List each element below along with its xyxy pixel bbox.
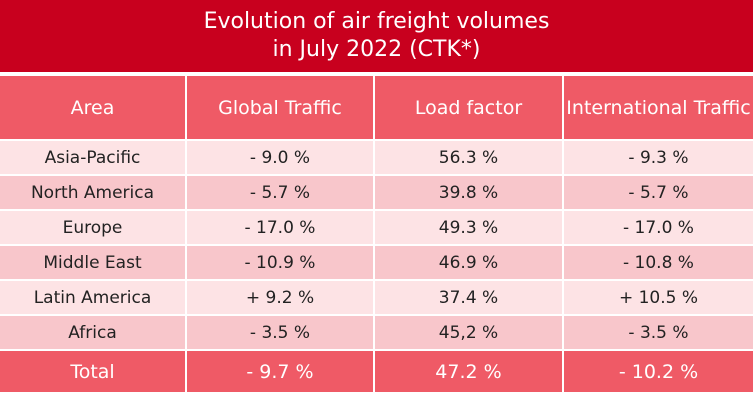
air-freight-table: Area Global Traffic Load factor Internat… [0,76,753,394]
cell-area: Asia-Pacific [0,141,187,176]
header-global-traffic: Global Traffic [187,76,375,141]
table-row: Asia-Pacific - 9.0 % 56.3 % - 9.3 % [0,141,753,176]
total-global-traffic: - 9.7 % [187,351,375,394]
cell-international-traffic: - 10.8 % [564,246,753,281]
header-load-factor: Load factor [375,76,564,141]
total-load-factor: 47.2 % [375,351,564,394]
cell-global-traffic: - 5.7 % [187,176,375,211]
cell-international-traffic: - 17.0 % [564,211,753,246]
cell-global-traffic: - 10.9 % [187,246,375,281]
total-international-traffic: - 10.2 % [564,351,753,394]
table-row: Middle East - 10.9 % 46.9 % - 10.8 % [0,246,753,281]
title-line-2: in July 2022 (CTK*) [272,37,481,62]
table-row: Latin America + 9.2 % 37.4 % + 10.5 % [0,281,753,316]
cell-load-factor: 46.9 % [375,246,564,281]
cell-load-factor: 45,2 % [375,316,564,351]
cell-area: Middle East [0,246,187,281]
cell-global-traffic: + 9.2 % [187,281,375,316]
cell-load-factor: 37.4 % [375,281,564,316]
cell-international-traffic: - 5.7 % [564,176,753,211]
table-row: Europe - 17.0 % 49.3 % - 17.0 % [0,211,753,246]
cell-load-factor: 56.3 % [375,141,564,176]
cell-international-traffic: - 9.3 % [564,141,753,176]
table-row: North America - 5.7 % 39.8 % - 5.7 % [0,176,753,211]
total-row: Total - 9.7 % 47.2 % - 10.2 % [0,351,753,394]
cell-global-traffic: - 17.0 % [187,211,375,246]
cell-load-factor: 39.8 % [375,176,564,211]
header-area: Area [0,76,187,141]
cell-area: Latin America [0,281,187,316]
cell-area: North America [0,176,187,211]
cell-load-factor: 49.3 % [375,211,564,246]
header-international-traffic: International Traffic [564,76,753,141]
table-row: Africa - 3.5 % 45,2 % - 3.5 % [0,316,753,351]
header-row: Area Global Traffic Load factor Internat… [0,76,753,141]
table-title: Evolution of air freight volumes in July… [0,0,753,72]
cell-global-traffic: - 3.5 % [187,316,375,351]
cell-international-traffic: - 3.5 % [564,316,753,351]
title-line-1: Evolution of air freight volumes [203,9,550,34]
cell-international-traffic: + 10.5 % [564,281,753,316]
cell-area: Europe [0,211,187,246]
cell-global-traffic: - 9.0 % [187,141,375,176]
cell-area: Africa [0,316,187,351]
total-label: Total [0,351,187,394]
